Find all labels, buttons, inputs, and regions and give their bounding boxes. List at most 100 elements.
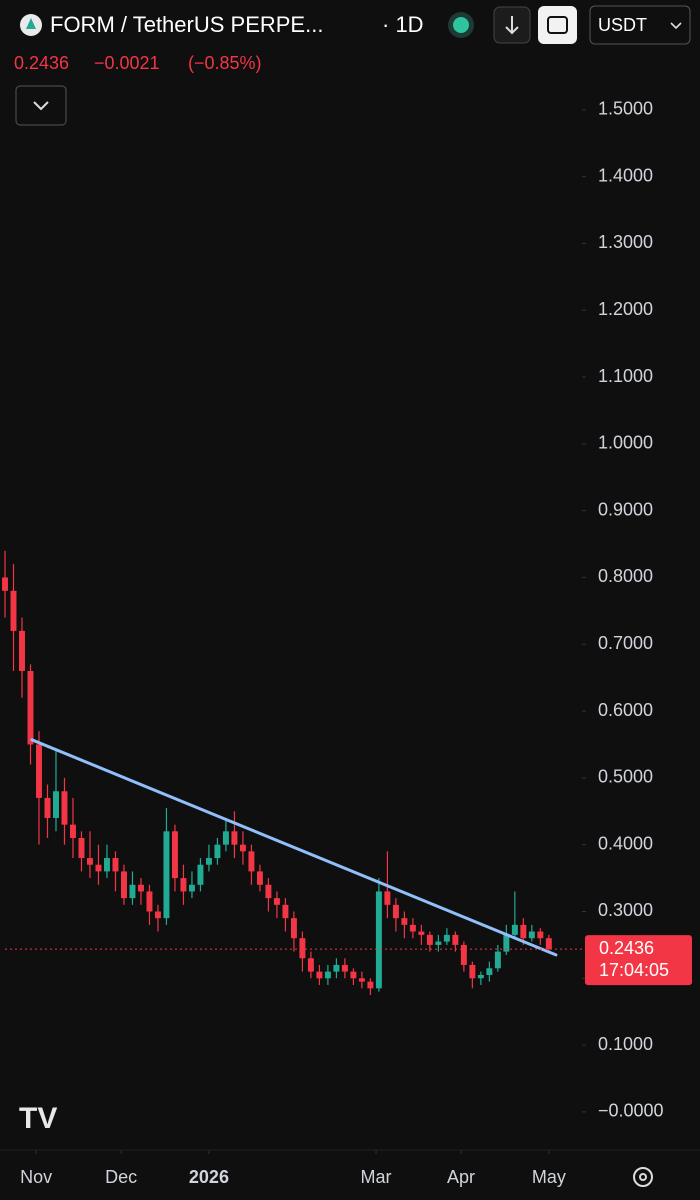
layout-button[interactable] (538, 6, 577, 44)
candle-body (375, 891, 382, 989)
candle-body (53, 791, 59, 818)
candle-body (384, 891, 391, 905)
y-tick-label: −0.0000 (598, 1101, 664, 1121)
quote-chevron (670, 22, 682, 30)
settings-icon (639, 1173, 647, 1181)
candle-body (401, 918, 408, 925)
candle-body (299, 938, 306, 959)
settings-button[interactable] (633, 1167, 653, 1187)
y-tick-label: 1.4000 (598, 165, 653, 185)
candle-body (265, 884, 272, 899)
candle-body (205, 858, 212, 865)
candle-body (358, 978, 365, 982)
candle-body (27, 670, 34, 745)
price-change: −0.0021 (94, 53, 160, 73)
candle-body (520, 924, 527, 939)
candle-body (2, 577, 8, 591)
candle-body (87, 858, 93, 865)
status-dot-inner (453, 17, 469, 33)
y-tick-label: 0.1000 (598, 1034, 653, 1054)
candle-body (341, 964, 348, 972)
candle-body (443, 934, 450, 942)
last-price-tag (585, 935, 692, 986)
candle-body (282, 904, 289, 919)
plot-area: −0.00000.10000.20000.30000.40000.50000.6… (2, 99, 692, 1187)
candle-body (477, 974, 484, 979)
candle-body (469, 964, 476, 979)
y-tick-label: 0.4000 (598, 833, 653, 853)
candle-body (95, 864, 102, 872)
candle-body (486, 968, 493, 975)
trendline (30, 738, 558, 957)
candle-body (528, 931, 535, 939)
tv-logo: TV (19, 1102, 57, 1135)
candle-body (180, 878, 187, 892)
candle-body (537, 931, 544, 939)
candle-body (367, 981, 374, 989)
y-tick-label: 0.5000 (598, 767, 653, 787)
y-tick-label: 0.7000 (598, 633, 653, 653)
y-tick-label: 0.3000 (598, 900, 653, 920)
x-tick-label: Dec (105, 1167, 137, 1187)
candle-body (61, 791, 68, 825)
candle-body (197, 864, 204, 885)
candle-body (10, 590, 17, 631)
candle-body (239, 844, 246, 852)
candle-body (19, 630, 25, 671)
y-tick-label: 1.2000 (598, 299, 653, 319)
candle-body (222, 831, 229, 845)
candle-body (307, 958, 314, 972)
candle-body (545, 938, 552, 950)
candle-body (120, 871, 127, 899)
y-tick-label: 0.6000 (598, 700, 653, 720)
symbol-title[interactable]: FORM / TetherUS PERPE... (50, 12, 323, 37)
last-price-label: 0.2436 (599, 938, 654, 958)
candle-body (36, 744, 42, 798)
candle-body (146, 891, 153, 912)
y-tick-label: 1.5000 (598, 99, 653, 119)
candle-body (435, 941, 442, 945)
x-tick-label: 2026 (189, 1167, 229, 1187)
candle-body (188, 884, 195, 892)
x-tick-label: Nov (20, 1167, 52, 1187)
candle-body (70, 824, 76, 839)
candle-body (452, 934, 459, 945)
quote-label: USDT (598, 15, 647, 35)
countdown: 17:04:05 (599, 960, 669, 980)
x-tick-label: May (532, 1167, 566, 1187)
candle-body (154, 911, 161, 919)
y-tick-label: 1.0000 (598, 433, 653, 453)
y-tick-label: 0.9000 (598, 499, 653, 519)
x-tick-label: Mar (361, 1167, 392, 1187)
price-change-pct: (−0.85%) (188, 53, 262, 73)
candle-body (171, 831, 178, 879)
candle-body (324, 971, 331, 979)
candle-body (129, 884, 136, 899)
interval[interactable]: · 1D (382, 12, 424, 37)
candle-body (273, 898, 280, 905)
symbol-logo-mark (26, 18, 36, 29)
candle-body (333, 964, 340, 972)
candle-body (290, 918, 297, 939)
candle-body (426, 934, 433, 945)
y-tick-label: 1.1000 (598, 366, 653, 386)
candle-body (231, 831, 238, 845)
candle-body (137, 884, 144, 892)
candle-body (214, 844, 221, 859)
candle-body (44, 797, 51, 818)
last-price: 0.2436 (14, 53, 69, 73)
quote-select[interactable] (589, 5, 691, 45)
candle-body (248, 851, 255, 872)
y-tick-label: 0.8000 (598, 566, 653, 586)
candle-body (418, 931, 425, 935)
candle-body (112, 858, 119, 872)
collapse-button[interactable] (15, 85, 67, 126)
candle-body (409, 924, 416, 932)
candle-body (350, 971, 357, 979)
layout-icon (547, 16, 568, 34)
download-icon (505, 16, 519, 35)
candle-body (511, 924, 518, 935)
y-tick-label: 1.3000 (598, 232, 653, 252)
candle-body (503, 934, 510, 952)
